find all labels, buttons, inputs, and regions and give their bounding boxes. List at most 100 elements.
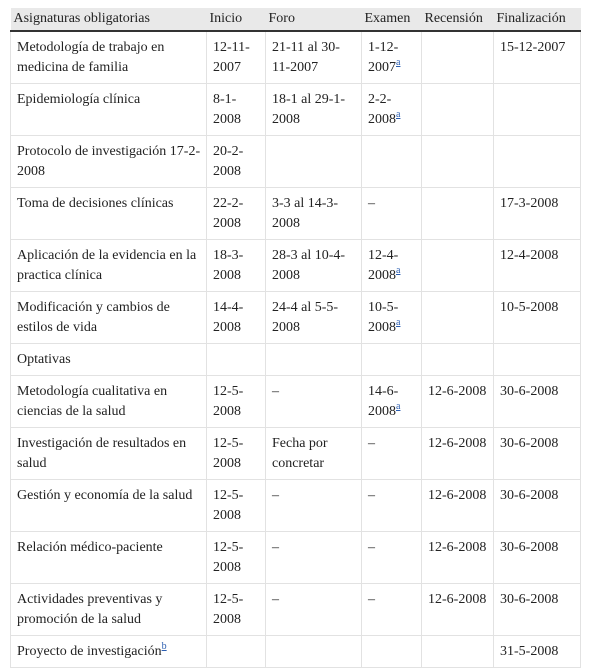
table-cell <box>206 635 266 668</box>
table-cell: Actividades preventivas y promoción de l… <box>10 583 207 636</box>
footnote-ref: a <box>396 107 400 120</box>
table-cell: – <box>265 479 362 532</box>
table-cell <box>421 187 494 240</box>
footnote-ref: a <box>396 55 400 68</box>
table-cell: Relación médico-paciente <box>10 531 207 584</box>
table-cell: 21-11 al 30-11-2007 <box>265 31 362 84</box>
footnote-ref: b <box>162 639 167 652</box>
table-cell: 18-3-2008 <box>206 239 266 292</box>
table-cell: 12-4-2008a <box>361 239 422 292</box>
table-row: Aplicación de la evidencia en la practic… <box>10 239 581 292</box>
table-cell: 14-4-2008 <box>206 291 266 344</box>
column-header: Finalización <box>493 8 581 32</box>
table-cell: 2-2-2008a <box>361 83 422 136</box>
table-cell <box>265 135 362 188</box>
table-cell: 17-3-2008 <box>493 187 581 240</box>
table-cell: – <box>361 479 422 532</box>
table-cell: 20-2-2008 <box>206 135 266 188</box>
table-cell: 30-6-2008 <box>493 375 581 428</box>
table-cell: 12-6-2008 <box>421 531 494 584</box>
table-row: Toma de decisiones clínicas 22-2-2008 3-3 … <box>10 187 581 240</box>
footnote-link[interactable]: a <box>396 317 401 329</box>
footnote-ref: a <box>396 263 400 276</box>
column-header: Foro <box>265 8 362 32</box>
table-cell: Protocolo de investigación 17-2-2008 <box>10 135 207 188</box>
cell-text: 2-2-2008 <box>368 92 396 127</box>
table-cell: 12-6-2008 <box>421 375 494 428</box>
table-cell <box>421 31 494 84</box>
footnote-link[interactable]: a <box>396 109 401 121</box>
table-cell: 24-4 al 5-5-2008 <box>265 291 362 344</box>
table-row: Optativas <box>10 343 581 376</box>
table-cell: Proyecto de investigaciónb <box>10 635 207 668</box>
table-cell: 12-5-2008 <box>206 531 266 584</box>
table-cell: Optativas <box>10 343 207 376</box>
cell-text: Proyecto de investigación <box>17 644 162 659</box>
table-cell <box>493 83 581 136</box>
table-cell: 12-5-2008 <box>206 427 266 480</box>
table-row: Epidemiología clínica 8-1-2008 18-1 al 29-… <box>10 83 581 136</box>
table-cell <box>421 635 494 668</box>
table-cell: Investigación de resultados en salud <box>10 427 207 480</box>
cell-text: 1-12-2007 <box>368 40 399 75</box>
table-cell: 12-5-2008 <box>206 375 266 428</box>
table-cell: – <box>361 187 422 240</box>
footnote-link[interactable]: b <box>161 641 167 653</box>
table-cell: Metodología de trabajo en medicina de fa… <box>10 31 207 84</box>
table-cell: 8-1-2008 <box>206 83 266 136</box>
table-cell: – <box>361 531 422 584</box>
table-cell <box>421 135 494 188</box>
column-header: Recensión <box>421 8 494 32</box>
table-cell: 12-5-2008 <box>206 479 266 532</box>
table-cell <box>493 135 581 188</box>
table-cell <box>206 343 266 376</box>
cell-text: 14-6-2008 <box>368 384 399 419</box>
footnote-link[interactable]: a <box>396 57 401 69</box>
table-cell: – <box>265 375 362 428</box>
table-cell: 12-6-2008 <box>421 583 494 636</box>
table-row: Actividades preventivas y promoción de l… <box>10 583 581 636</box>
table-cell: 12-4-2008 <box>493 239 581 292</box>
table-cell <box>421 83 494 136</box>
table-cell: 14-6-2008a <box>361 375 422 428</box>
table-cell: 12-6-2008 <box>421 479 494 532</box>
table-cell: Gestión y economía de la salud <box>10 479 207 532</box>
table-cell <box>361 635 422 668</box>
schedule-table: Asignaturas obligatorias Inicio Foro Examen… <box>10 8 581 668</box>
table-row: Proyecto de investigaciónb 31-5-2008 <box>10 635 581 668</box>
table-row: Protocolo de investigación 17-2-2008 20-2… <box>10 135 581 188</box>
table-cell: – <box>361 583 422 636</box>
table-cell: 30-6-2008 <box>493 479 581 532</box>
table-cell: 30-6-2008 <box>493 531 581 584</box>
table-cell: 30-6-2008 <box>493 427 581 480</box>
table-cell: Metodología cualitativa en ciencias de l… <box>10 375 207 428</box>
table-cell: 12-6-2008 <box>421 427 494 480</box>
footnote-link[interactable]: a <box>396 401 401 413</box>
table-cell <box>493 343 581 376</box>
cell-text: 12-4-2008 <box>368 248 399 283</box>
table-cell: 10-5-2008a <box>361 291 422 344</box>
table-cell: 18-1 al 29-1-2008 <box>265 83 362 136</box>
table-cell: 31-5-2008 <box>493 635 581 668</box>
table-cell <box>361 343 422 376</box>
footnote-ref: a <box>396 315 400 328</box>
table-cell: 30-6-2008 <box>493 583 581 636</box>
table-cell: – <box>361 427 422 480</box>
table-cell: Fecha por concretar <box>265 427 362 480</box>
table-cell <box>421 239 494 292</box>
table-cell: 12-11-2007 <box>206 31 266 84</box>
table-cell: – <box>265 583 362 636</box>
table-cell: Modificación y cambios de estilos de vid… <box>10 291 207 344</box>
table-cell <box>361 135 422 188</box>
footnote-ref: a <box>396 399 400 412</box>
table-cell <box>421 291 494 344</box>
table-cell: Epidemiología clínica <box>10 83 207 136</box>
table-cell: 10-5-2008 <box>493 291 581 344</box>
table-cell: 12-5-2008 <box>206 583 266 636</box>
table-cell <box>265 343 362 376</box>
table-cell: 22-2-2008 <box>206 187 266 240</box>
footnote-link[interactable]: a <box>396 265 401 277</box>
table-cell: – <box>265 531 362 584</box>
table-cell: 1-12-2007a <box>361 31 422 84</box>
